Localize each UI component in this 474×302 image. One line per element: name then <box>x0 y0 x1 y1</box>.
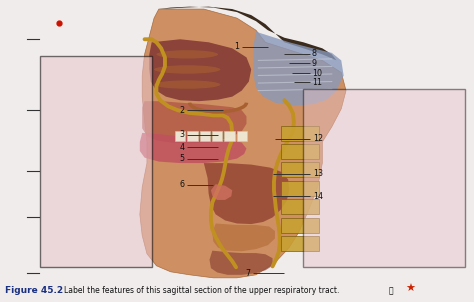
FancyBboxPatch shape <box>40 56 152 267</box>
FancyBboxPatch shape <box>281 218 319 233</box>
Text: 5: 5 <box>180 154 185 163</box>
Text: 10: 10 <box>312 69 322 78</box>
Polygon shape <box>140 9 346 278</box>
Polygon shape <box>159 7 337 60</box>
Polygon shape <box>140 133 246 163</box>
FancyBboxPatch shape <box>187 131 198 141</box>
Polygon shape <box>211 184 232 200</box>
Text: 11: 11 <box>312 78 322 87</box>
FancyBboxPatch shape <box>200 131 210 141</box>
Text: 9: 9 <box>312 59 317 68</box>
Text: 12: 12 <box>313 134 323 143</box>
Text: 8: 8 <box>312 49 317 58</box>
FancyBboxPatch shape <box>281 199 319 214</box>
Text: Label the features of this sagittal section of the upper respiratory tract.: Label the features of this sagittal sect… <box>64 286 339 295</box>
Text: ★: ★ <box>405 284 415 294</box>
FancyBboxPatch shape <box>224 131 235 141</box>
Ellipse shape <box>154 80 220 89</box>
FancyBboxPatch shape <box>281 181 319 196</box>
Polygon shape <box>210 251 273 275</box>
Text: 14: 14 <box>313 192 323 201</box>
Ellipse shape <box>156 50 218 59</box>
FancyBboxPatch shape <box>212 131 222 141</box>
FancyBboxPatch shape <box>237 131 247 141</box>
Text: 13: 13 <box>313 169 323 178</box>
Polygon shape <box>142 101 246 143</box>
Text: 1: 1 <box>234 42 239 51</box>
Text: 2: 2 <box>180 106 185 115</box>
Polygon shape <box>149 39 251 101</box>
Polygon shape <box>254 32 344 106</box>
Ellipse shape <box>154 65 220 74</box>
Text: 3: 3 <box>180 130 185 140</box>
FancyBboxPatch shape <box>281 126 319 141</box>
Polygon shape <box>212 223 275 251</box>
FancyBboxPatch shape <box>281 144 319 159</box>
Text: Figure 45.2: Figure 45.2 <box>5 286 63 295</box>
Text: 4: 4 <box>180 143 185 152</box>
Text: 7: 7 <box>245 269 250 278</box>
Text: 6: 6 <box>180 180 185 189</box>
FancyBboxPatch shape <box>281 162 319 177</box>
FancyBboxPatch shape <box>281 236 319 251</box>
FancyBboxPatch shape <box>175 131 185 141</box>
Text: 🧍: 🧍 <box>389 286 393 295</box>
Polygon shape <box>204 163 289 224</box>
FancyBboxPatch shape <box>303 89 465 267</box>
